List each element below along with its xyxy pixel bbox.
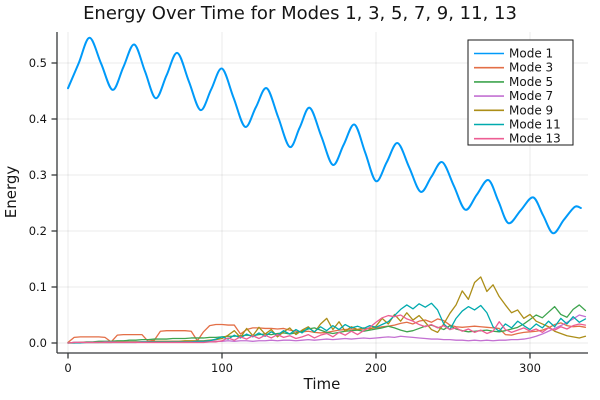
legend-label: Mode 11 xyxy=(509,118,561,132)
x-axis-label: Time xyxy=(303,375,341,393)
series-line-mode-11 xyxy=(67,302,587,344)
series-line-mode-13 xyxy=(67,314,587,344)
legend-label: Mode 3 xyxy=(509,61,553,75)
x-tick-label-0: 0 xyxy=(64,361,71,375)
legend-entry-mode-9: Mode 9 xyxy=(474,103,553,117)
legend-entry-mode-5: Mode 5 xyxy=(474,75,553,89)
legend-label: Mode 5 xyxy=(509,75,553,89)
x-tick-label-1: 100 xyxy=(211,361,233,375)
data-series xyxy=(67,36,587,344)
legend-label: Mode 7 xyxy=(509,89,553,103)
series-line-mode-5 xyxy=(67,304,587,344)
y-tick-label-2: 0.2 xyxy=(29,224,47,238)
legend-label: Mode 13 xyxy=(509,132,561,146)
legend-box xyxy=(467,39,574,146)
axis-ticks: 0 100 200 300 0.0 0.1 0.2 0.3 0.4 0.5 xyxy=(29,56,541,375)
y-axis-label: Energy xyxy=(2,166,20,219)
y-tick-label-4: 0.4 xyxy=(29,112,47,126)
legend-entry-mode-13: Mode 13 xyxy=(474,132,561,146)
legend-label: Mode 1 xyxy=(509,47,553,61)
y-tick-label-3: 0.3 xyxy=(29,168,47,182)
legend-entry-mode-7: Mode 7 xyxy=(474,89,553,103)
series-line-mode-1 xyxy=(67,36,582,235)
legend-label: Mode 9 xyxy=(509,103,553,117)
axes-spines xyxy=(56,32,588,354)
x-tick-label-3: 300 xyxy=(519,361,541,375)
y-tick-label-0: 0.0 xyxy=(29,336,47,350)
legend-entry-mode-11: Mode 11 xyxy=(474,118,561,132)
y-tick-label-1: 0.1 xyxy=(29,280,47,294)
legend-entry-mode-1: Mode 1 xyxy=(474,47,553,61)
legend-entry-mode-3: Mode 3 xyxy=(474,61,553,75)
y-tick-label-5: 0.5 xyxy=(29,56,47,70)
chart-title: Energy Over Time for Modes 1, 3, 5, 7, 9… xyxy=(83,3,517,24)
x-tick-label-2: 200 xyxy=(365,361,387,375)
